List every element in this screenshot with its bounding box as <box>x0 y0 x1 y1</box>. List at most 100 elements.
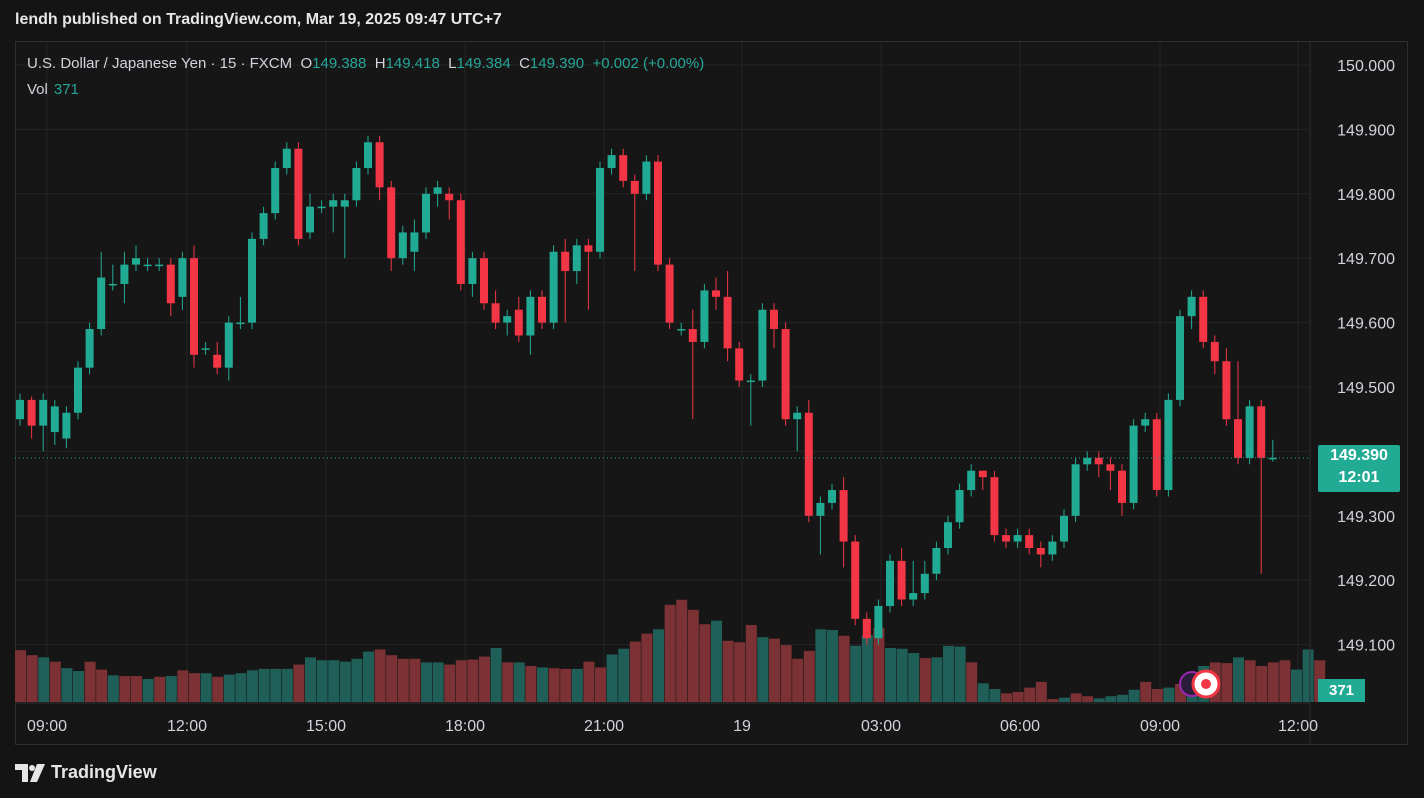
volume-bar <box>885 648 896 702</box>
volume-bar <box>1070 693 1082 702</box>
candle <box>480 251 488 310</box>
volume-bar <box>386 655 398 702</box>
candle <box>294 142 303 246</box>
price-tick-label: 149.800 <box>1337 187 1395 204</box>
volume-bar <box>270 668 282 702</box>
candle <box>1106 457 1115 491</box>
change-value: +0.002 (+0.00%) <box>592 55 705 72</box>
volume-bar <box>711 620 722 702</box>
volume-bar <box>943 645 954 702</box>
ohlc-legend[interactable]: U.S. Dollar / Japanese Yen · 15 · FXCM O… <box>27 55 704 72</box>
volume-bar <box>339 661 351 702</box>
candle <box>1152 412 1161 497</box>
candle <box>422 187 430 239</box>
candle <box>920 560 929 600</box>
volume-bar <box>374 649 386 702</box>
candle <box>1187 290 1196 330</box>
volume-bar <box>838 635 850 702</box>
volume-bar <box>455 660 467 702</box>
volume-bar <box>154 676 166 702</box>
volume-bar <box>595 667 606 702</box>
brand-name: TradingView <box>51 762 157 782</box>
candle <box>468 251 477 297</box>
volume-bar <box>84 661 96 702</box>
candle <box>735 341 744 387</box>
candle <box>375 135 384 201</box>
volume-bar <box>873 627 885 702</box>
candle <box>1268 439 1277 462</box>
candle <box>723 271 732 362</box>
time-tick-label: 12:00 <box>1278 718 1318 735</box>
volume-bar <box>223 674 235 702</box>
candle <box>1245 399 1254 465</box>
candle <box>538 290 546 330</box>
candle <box>770 303 778 349</box>
candle <box>1176 309 1184 407</box>
volume-bar <box>1035 681 1047 702</box>
candle <box>758 303 767 387</box>
volume-bar <box>479 656 490 702</box>
volume-bar <box>653 629 664 702</box>
candle <box>410 219 419 272</box>
candle <box>433 180 442 207</box>
volume-bar <box>757 637 769 702</box>
volume-bar <box>1140 681 1152 702</box>
candle <box>340 193 349 259</box>
volume-tag: 371 <box>1318 679 1365 702</box>
price-tick-label: 149.200 <box>1337 573 1395 590</box>
replay-marker <box>1179 669 1221 699</box>
low-label: L <box>448 55 457 72</box>
high-label: H <box>374 55 386 72</box>
volume-value: 371 <box>53 81 79 98</box>
volume-bar <box>15 650 26 702</box>
grid-lines <box>16 42 1309 702</box>
volume-bar <box>722 640 734 702</box>
volume-bar <box>966 662 978 702</box>
volume-bar <box>803 650 815 702</box>
time-tick-label: 18:00 <box>445 718 485 735</box>
volume-bar <box>1151 689 1163 702</box>
volume-bar <box>919 658 931 702</box>
volume-bar <box>571 668 583 702</box>
volume-bar <box>1244 660 1256 702</box>
candle <box>828 483 836 510</box>
candle <box>967 464 976 497</box>
volume-bar <box>676 599 688 702</box>
tradingview-logo-icon <box>15 763 45 782</box>
volume-bar <box>734 642 746 702</box>
volume-bar <box>363 651 374 702</box>
volume-bar <box>1082 696 1094 702</box>
candle <box>561 238 570 323</box>
price-tick-label: 149.900 <box>1337 122 1395 139</box>
volume-bar <box>537 667 548 702</box>
time-tick-label: 21:00 <box>584 718 624 735</box>
candle <box>978 470 987 491</box>
price-tick-label: 150.000 <box>1337 58 1395 75</box>
candle <box>317 200 326 214</box>
volume-bar <box>896 648 908 702</box>
candle <box>271 161 280 220</box>
candle <box>677 322 686 336</box>
symbol-label[interactable]: U.S. Dollar / Japanese Yen · 15 · FXCM <box>27 55 293 72</box>
volume-bar <box>745 624 757 702</box>
candle <box>1164 393 1173 497</box>
volume-bar <box>490 648 502 702</box>
candle <box>572 238 581 284</box>
candle <box>108 264 117 291</box>
candle <box>27 396 36 439</box>
volume-bar <box>328 660 340 702</box>
volume-bar <box>769 638 780 702</box>
candle <box>166 258 175 317</box>
candle <box>1141 412 1150 433</box>
candle <box>224 316 233 381</box>
tradingview-brand[interactable]: TradingView <box>15 762 157 783</box>
bar-countdown: 12:01 <box>1338 469 1380 486</box>
volume-bar <box>641 633 653 702</box>
publish-header: lendh published on TradingView.com, Mar … <box>15 11 502 28</box>
candle <box>596 161 604 259</box>
volume-bar <box>293 664 305 702</box>
candle <box>445 187 454 220</box>
candle <box>804 399 813 523</box>
volume-legend[interactable]: Vol 371 <box>27 81 79 98</box>
